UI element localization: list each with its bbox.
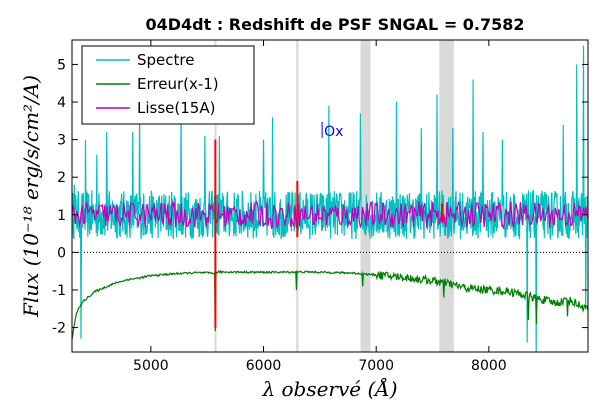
x-tick-label: 7000: [358, 358, 394, 374]
chart-title: 04D4dt : Redshift de PSF SNGAL = 0.7582: [145, 15, 524, 34]
plot-frame: [71, 39, 589, 353]
legend-label-spectre: Spectre: [137, 51, 194, 69]
y-tick-label: 3: [57, 133, 66, 149]
legend-label-erreur: Erreur(x-1): [137, 75, 219, 93]
series-layer: [72, 45, 588, 352]
y-tick-label: 0: [57, 245, 66, 261]
y-tick-label: 2: [57, 170, 66, 186]
series-erreur-line: [72, 269, 588, 340]
x-axis-ticks: 5000 6000 7000 8000: [133, 40, 507, 374]
x-tick-label: 8000: [471, 358, 507, 374]
legend-label-lisse: Lisse(15A): [137, 99, 215, 117]
shaded-band-2: [360, 40, 371, 352]
legend-box: [81, 45, 255, 125]
series-spectre-line: [72, 45, 588, 352]
y-tick-label: -2: [52, 321, 66, 337]
y-tick-label: 4: [57, 95, 66, 111]
annotations: Ox: [321, 121, 343, 140]
y-axis-label: Flux (10⁻¹⁸ erg/s/cm²/A): [19, 75, 43, 318]
x-tick-label: 5000: [133, 358, 169, 374]
y-tick-label: -1: [52, 283, 66, 299]
y-tick-label: 1: [57, 208, 66, 224]
y-tick-label: 5: [57, 57, 66, 73]
red-segments: [214, 139, 444, 328]
shaded-band-3: [439, 40, 454, 352]
x-axis-label: λ observé (Å): [261, 376, 397, 400]
x-tick-label: 6000: [246, 358, 282, 374]
annotation-label-0: Ox: [324, 124, 343, 140]
y-axis-ticks: -2 -1 0 1 2 3 4 5: [52, 57, 588, 337]
legend: Spectre Erreur(x-1) Lisse(15A): [81, 45, 255, 125]
series-lisse-line: [72, 199, 588, 230]
